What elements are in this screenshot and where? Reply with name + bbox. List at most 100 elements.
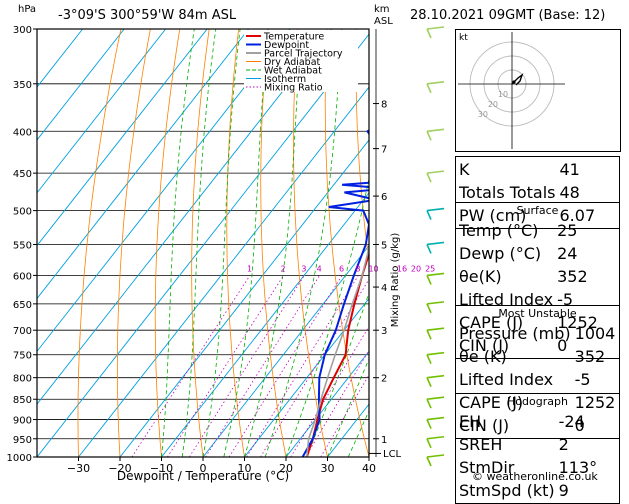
dry-adiabat (78, 29, 121, 457)
hodograph-ring-label: 20 (488, 100, 498, 109)
pressure-label: 700 (13, 326, 32, 337)
wind-barb (427, 302, 444, 304)
wind-barb-flag (427, 131, 431, 140)
surface-row: Dewp (°C)24 (458, 243, 599, 264)
wind-barb-flag (427, 304, 431, 313)
hodograph-row: StmSpd (kt)9 (458, 480, 598, 501)
wind-barb-flag (427, 378, 431, 387)
wind-barb-flag (427, 173, 431, 182)
km-label: 8 (381, 100, 387, 111)
pressure-label: 950 (13, 435, 32, 446)
wind-barb-flag (427, 355, 431, 364)
wind-barb-flag (427, 457, 431, 466)
wind-barb-flag (427, 84, 431, 93)
wind-barb-flag (427, 29, 431, 38)
wind-barb-flag (427, 211, 431, 220)
wind-barb-flag (427, 275, 431, 284)
pressure-label: 500 (13, 207, 32, 218)
isotherm-line (162, 29, 498, 457)
pressure-label: 600 (13, 271, 32, 282)
surface-row: θe(K)352 (458, 266, 599, 287)
km-label: 6 (381, 192, 387, 203)
pressure-label: 550 (13, 240, 32, 251)
wind-barb (427, 242, 444, 244)
wind-barb (427, 376, 444, 378)
pressure-label: 1000 (7, 453, 32, 464)
wind-barb-flag (427, 399, 431, 408)
wind-barb-flag (427, 439, 431, 448)
wind-barb (427, 418, 444, 420)
pressure-label: 800 (13, 374, 32, 385)
legend-label: Mixing Ratio (264, 83, 323, 94)
pressure-label: 900 (13, 416, 32, 427)
lcl-label: LCL (383, 449, 402, 460)
dry-adiabat (155, 29, 180, 457)
mixing-ratio-label: 3 (301, 264, 306, 273)
surface-title: Surface (456, 203, 619, 218)
wind-barb (427, 273, 444, 275)
wind-barb (427, 455, 444, 457)
pressure-label: 650 (13, 300, 32, 311)
dry-adiabat (621, 29, 629, 457)
pressure-label: 350 (13, 80, 32, 91)
copyright: © weatheronline.co.uk (472, 470, 598, 483)
km-label: 1 (381, 435, 387, 446)
wind-barb (427, 437, 444, 439)
wind-barb-flag (427, 244, 431, 253)
mixing-ratio-label: 6 (339, 264, 344, 273)
mixing-ratio-label: 10 (368, 264, 378, 273)
x-axis-label: Dewpoint / Temperature (°C) (117, 469, 289, 483)
hodograph-unit: kt (459, 33, 468, 43)
wind-barb (427, 27, 444, 29)
temperature-label: −30 (67, 462, 90, 475)
mixing-ratio-line (247, 275, 359, 457)
mixing-ratio-label: 8 (355, 264, 360, 273)
isotherm-line (79, 29, 415, 457)
most-unstable-row: θe (K)352 (458, 346, 616, 367)
mixing-ratio-label: 20 (411, 264, 421, 273)
km-label: 5 (381, 240, 387, 251)
parcel-trajectory-line (307, 29, 423, 457)
wind-barb (427, 397, 444, 399)
wind-barb (427, 82, 444, 84)
mixing-ratio-label: 2 (281, 264, 286, 273)
km-label: 3 (381, 326, 387, 337)
pressure-label: 850 (13, 395, 32, 406)
km-label: 2 (381, 374, 387, 385)
dry-adiabat (227, 29, 245, 457)
most-unstable-title: Most Unstable (456, 306, 619, 321)
mixing-ratio-label: 1 (247, 264, 252, 273)
most-unstable-row: Pressure (mb)1004 (458, 323, 616, 344)
hodograph-table-title: Hodograph (456, 394, 619, 409)
wind-barb-flag (427, 420, 431, 429)
mixing-ratio-label: 25 (425, 264, 435, 273)
wet-adiabat (182, 29, 216, 457)
temperature-label: 30 (321, 462, 335, 475)
mixing-ratio-line (229, 275, 342, 457)
mixing-ratio-label: 4 (317, 264, 322, 273)
mixing-ratio-line (206, 275, 320, 457)
temperature-label: 40 (362, 462, 376, 475)
most-unstable-row: Lifted Index-5 (458, 369, 616, 390)
hodograph-row: EH-24 (458, 411, 598, 432)
hodograph-storm-motion (512, 80, 515, 83)
hodograph-ring-label: 30 (478, 110, 488, 119)
pressure-label: 400 (13, 127, 32, 138)
dry-adiabat (117, 29, 150, 457)
wind-barb-flag (427, 330, 431, 339)
pressure-label: 450 (13, 169, 32, 180)
hodograph-ring-label: 10 (498, 90, 508, 99)
pressure-label: 750 (13, 351, 32, 362)
dry-adiabat (192, 29, 210, 457)
pressure-label: 300 (13, 25, 32, 36)
wind-barb (427, 328, 444, 330)
mixing-ratio-axis-label: Mixing Ratio (g/kg) (390, 233, 401, 328)
surface-row: Temp (°C)25 (458, 220, 599, 241)
mixing-ratio-line (189, 275, 304, 457)
km-label: 4 (381, 283, 387, 294)
km-label: 7 (381, 145, 387, 156)
wind-barb (427, 129, 444, 131)
